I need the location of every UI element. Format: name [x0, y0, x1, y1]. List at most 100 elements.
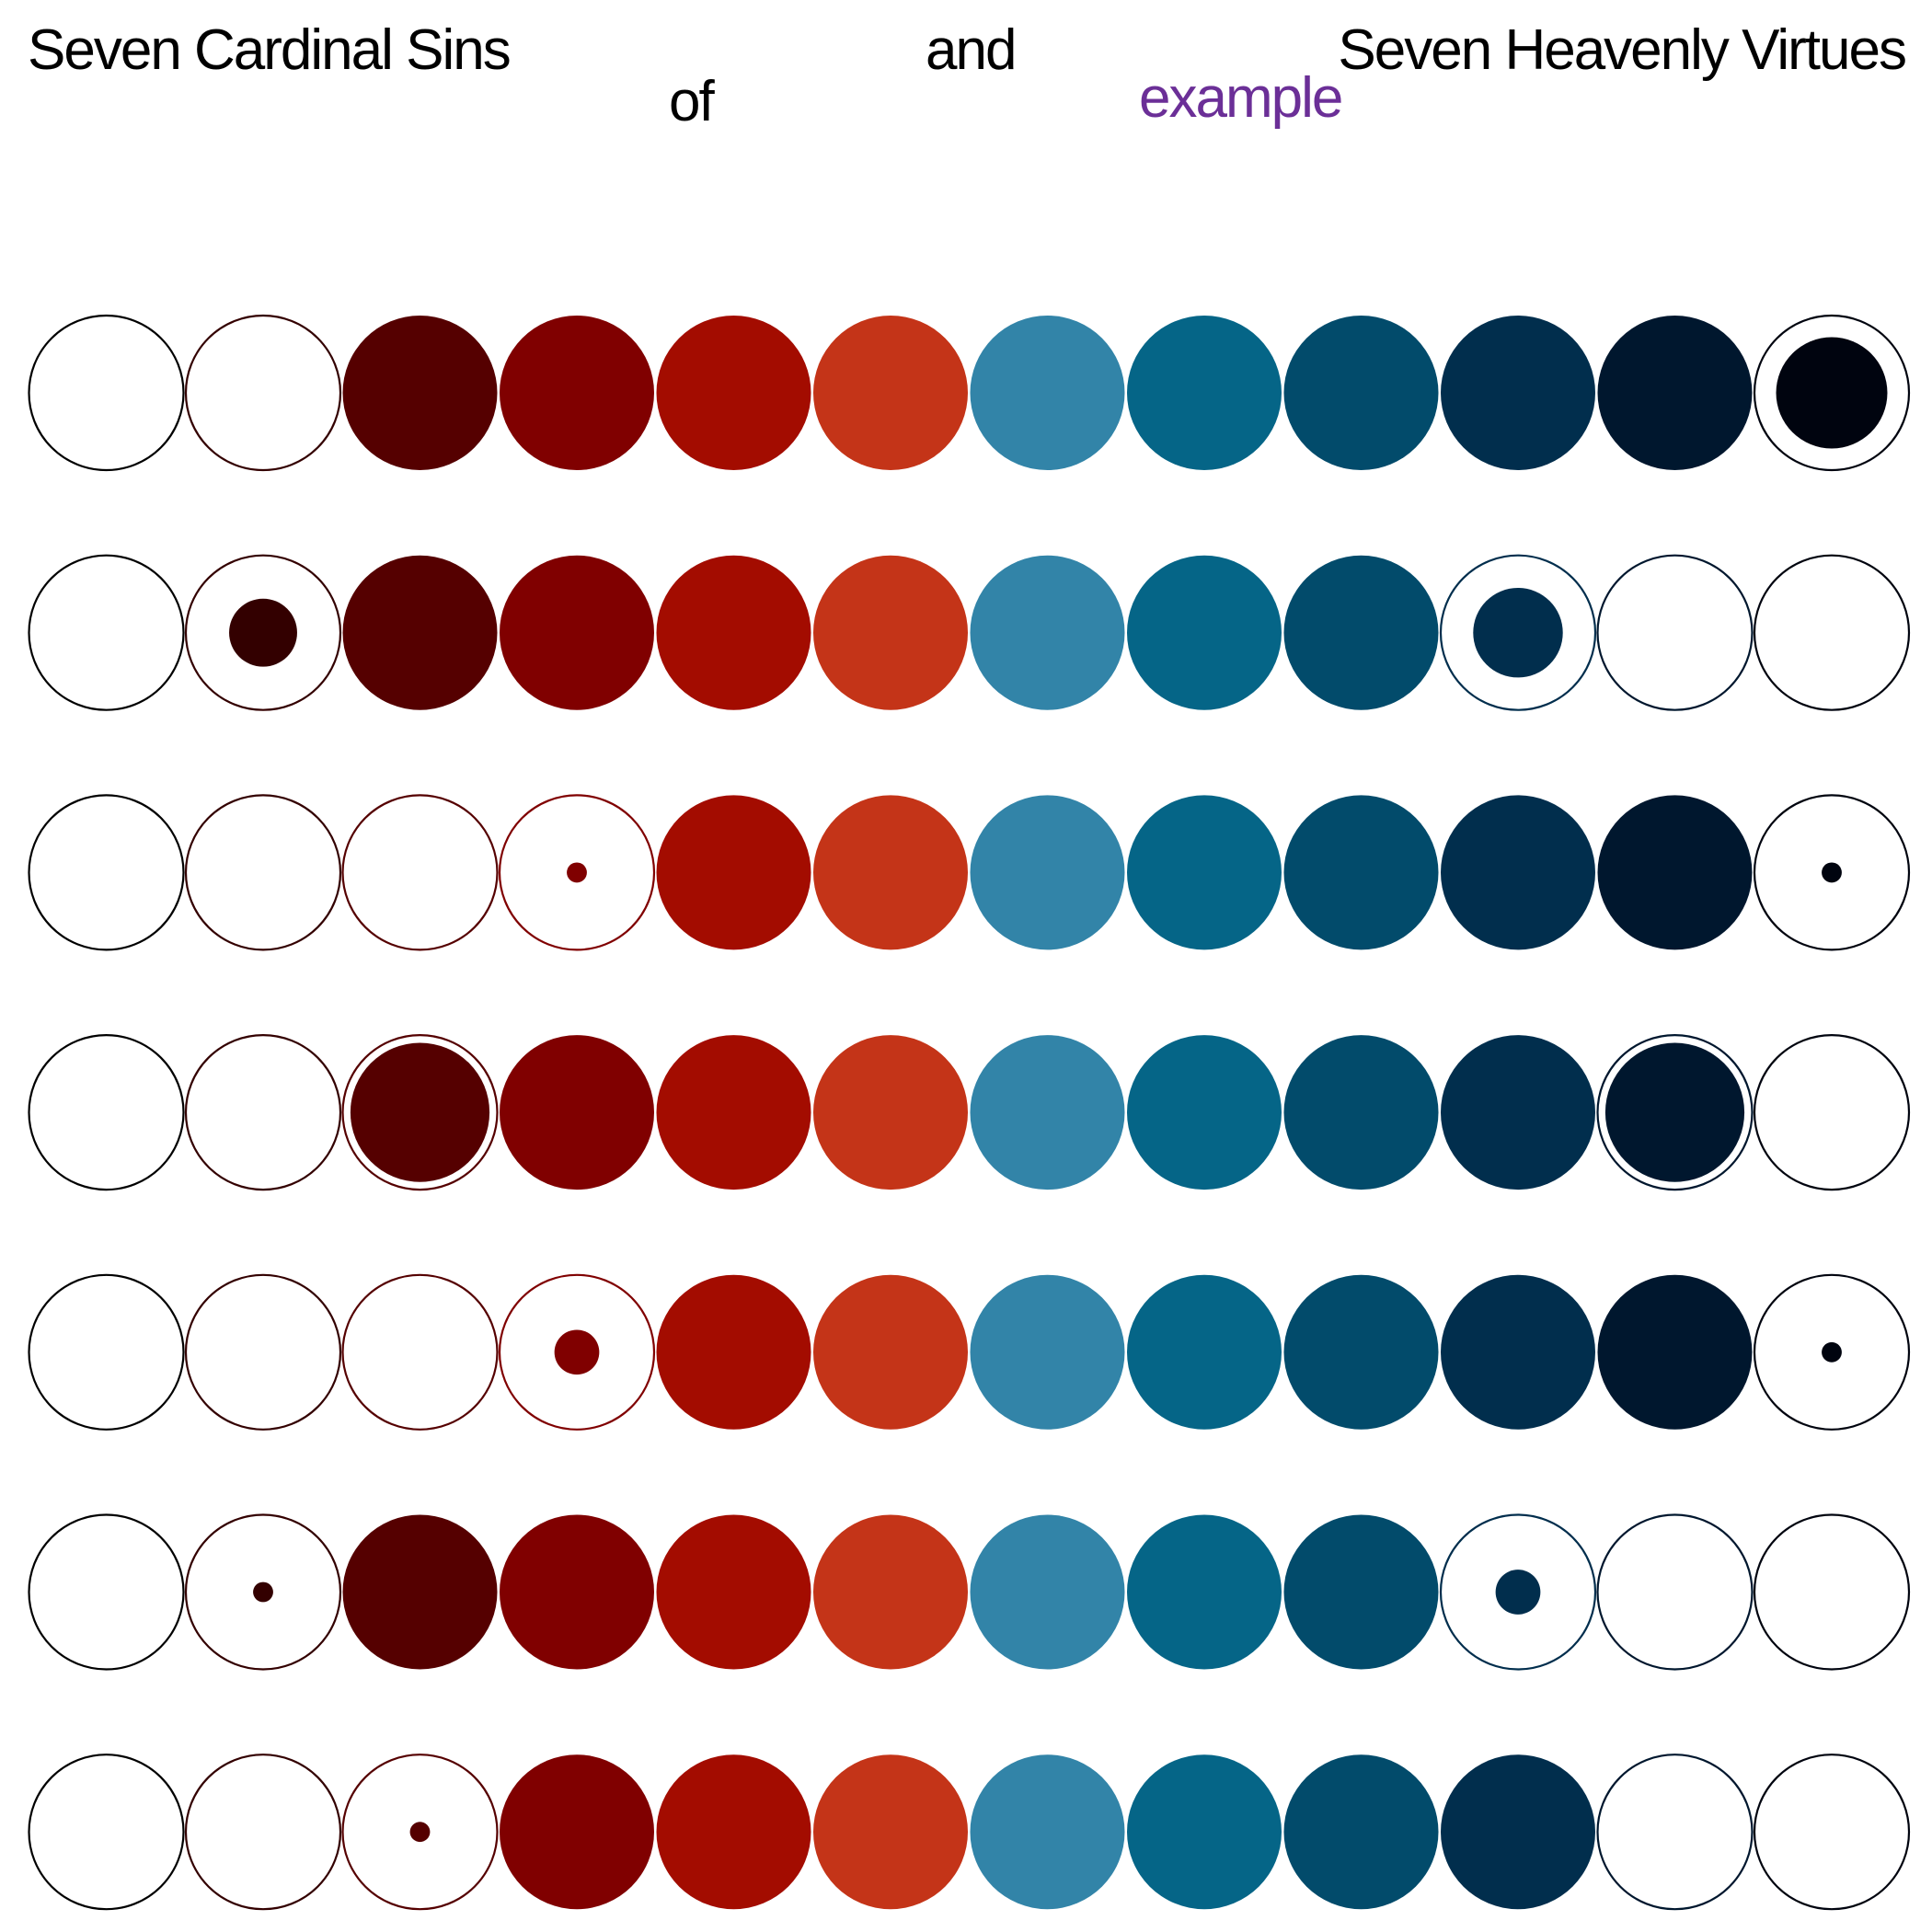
dot-cell	[28, 554, 185, 711]
dot-cell	[341, 794, 499, 951]
filled-dot	[813, 1754, 968, 1910]
dot-cell	[1753, 1033, 1911, 1191]
outline-ring	[341, 794, 499, 951]
dot-cell	[342, 555, 498, 710]
dot-cell	[813, 1754, 968, 1910]
filled-dot	[656, 1514, 811, 1670]
filled-dot	[970, 1035, 1125, 1190]
dot-cell	[184, 554, 342, 711]
filled-dot	[970, 1274, 1125, 1430]
dot-cell	[656, 555, 811, 710]
dot-cell	[1597, 1274, 1753, 1430]
dot-cell	[813, 1514, 968, 1670]
filled-dot	[970, 795, 1125, 950]
filled-dot	[1441, 1274, 1595, 1430]
dot-cell	[184, 1513, 342, 1671]
dot-cell	[184, 1754, 342, 1911]
filled-dot	[813, 1274, 968, 1430]
outline-ring	[1596, 1513, 1754, 1671]
filled-dot	[1597, 1274, 1753, 1430]
example-label: example	[1139, 66, 1343, 130]
outline-ring	[1753, 1513, 1911, 1671]
dot-cell	[1283, 1274, 1439, 1430]
dot-cell	[341, 1273, 499, 1431]
dot-cell	[341, 1754, 499, 1911]
dot-cell	[28, 1754, 185, 1911]
filled-dot	[813, 555, 968, 710]
dot-cell	[1596, 554, 1754, 711]
filled-dot	[656, 1035, 811, 1190]
dot-cell	[970, 555, 1125, 710]
dot-cell	[656, 1754, 811, 1910]
filled-dot	[1441, 1754, 1595, 1910]
filled-dot	[656, 1274, 811, 1430]
dot-cell	[342, 316, 498, 470]
dot-cell	[1753, 314, 1911, 472]
filled-dot	[1441, 795, 1595, 950]
dot-cell	[1127, 1754, 1282, 1910]
filled-dot	[500, 1035, 654, 1190]
inner-dot	[409, 1822, 431, 1843]
outline-ring	[184, 1273, 342, 1431]
filled-dot	[1127, 555, 1282, 710]
outline-ring	[1753, 1754, 1911, 1911]
filled-dot	[1127, 1274, 1282, 1430]
dot-cell	[184, 1033, 342, 1191]
dot-cell	[1596, 1513, 1754, 1671]
sins-heading: Seven Cardinal Sins	[28, 18, 512, 82]
dot-cell	[1597, 316, 1753, 470]
inner-dot	[1822, 862, 1842, 883]
dot-cell	[341, 1033, 499, 1191]
dot-cell	[1127, 1274, 1282, 1430]
outline-ring	[184, 1033, 342, 1191]
dot-cell	[813, 555, 968, 710]
dot-cell	[656, 795, 811, 950]
filled-dot	[1441, 316, 1595, 470]
filled-dot	[1597, 316, 1753, 470]
filled-dot	[1127, 795, 1282, 950]
filled-dot	[970, 1514, 1125, 1670]
filled-dot	[500, 316, 654, 470]
filled-dot	[970, 1754, 1125, 1910]
dot-cell	[1283, 1754, 1439, 1910]
filled-dot	[970, 555, 1125, 710]
dot-cell	[1597, 795, 1753, 950]
dot-cell	[1596, 1754, 1754, 1911]
filled-dot	[656, 1754, 811, 1910]
dot-cell	[1439, 554, 1597, 711]
filled-dot	[1283, 316, 1439, 470]
filled-dot	[1283, 555, 1439, 710]
outline-ring	[184, 314, 342, 472]
dot-cell	[184, 314, 342, 472]
dot-cell	[184, 1273, 342, 1431]
inner-dot	[1604, 1042, 1745, 1182]
dot-cell	[498, 794, 656, 951]
dot-cell	[1441, 1754, 1595, 1910]
filled-dot	[342, 555, 498, 710]
dot-cell	[500, 1514, 654, 1670]
dot-cell	[1753, 1754, 1911, 1911]
filled-dot	[1127, 1754, 1282, 1910]
filled-dot	[813, 1514, 968, 1670]
filled-dot	[813, 316, 968, 470]
and-heading: and	[926, 18, 1017, 82]
dot-cell	[342, 1514, 498, 1670]
dot-cell	[1283, 795, 1439, 950]
filled-dot	[1127, 1035, 1282, 1190]
filled-dot	[970, 316, 1125, 470]
dot-cell	[970, 1514, 1125, 1670]
outline-ring	[28, 1754, 185, 1911]
filled-dot	[1283, 1754, 1439, 1910]
inner-dot	[253, 1581, 273, 1603]
dot-cell	[813, 795, 968, 950]
dot-cell	[656, 1514, 811, 1670]
dot-cell	[500, 1035, 654, 1190]
dot-cell	[1753, 794, 1911, 951]
filled-dot	[813, 795, 968, 950]
dot-cell	[1441, 1035, 1595, 1190]
dot-cell	[1127, 1514, 1282, 1670]
inner-dot	[1495, 1570, 1541, 1615]
filled-dot	[656, 795, 811, 950]
dot-cell	[1283, 316, 1439, 470]
